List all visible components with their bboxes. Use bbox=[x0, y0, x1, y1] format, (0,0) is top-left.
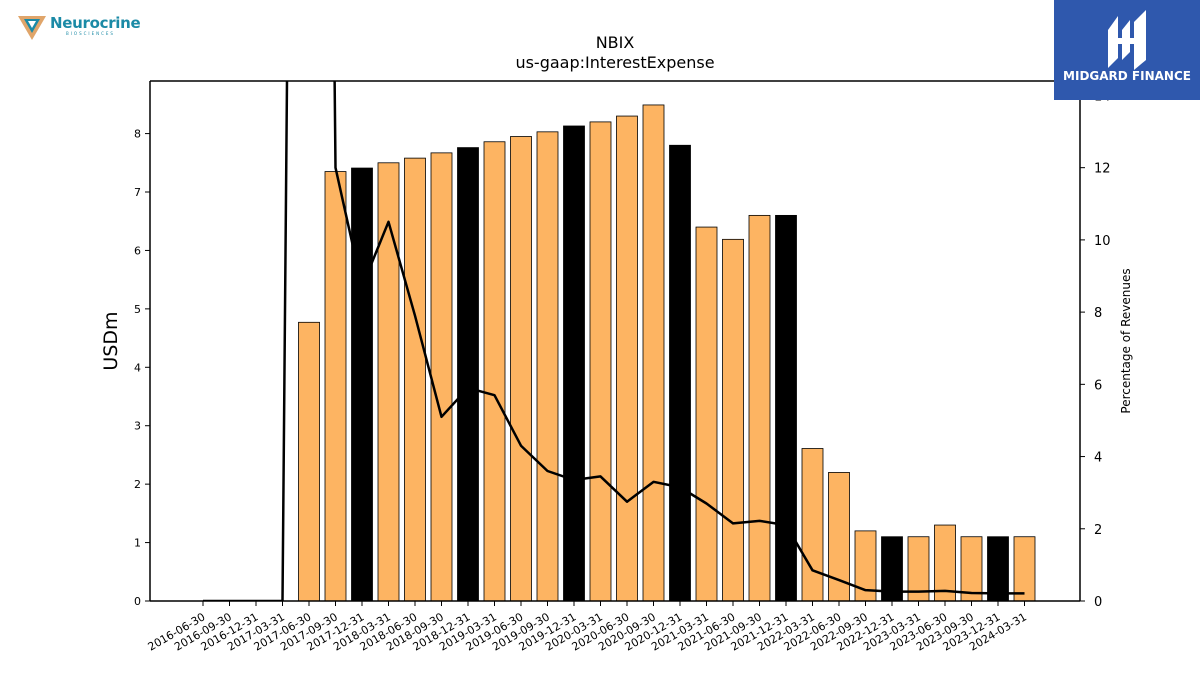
bar-2017-12-31 bbox=[351, 167, 373, 602]
brand-name: MIDGARD FINANCE bbox=[1063, 69, 1191, 83]
y-tick-label-5: 5 bbox=[134, 303, 141, 316]
chart-title: NBIX bbox=[596, 33, 635, 52]
midgard-finance-badge: MIDGARD FINANCE bbox=[1054, 0, 1200, 100]
bar-2018-03-31 bbox=[377, 162, 400, 602]
logo-text: Neurocrine bbox=[50, 14, 141, 32]
bar-2023-12-31 bbox=[987, 536, 1009, 602]
bar-2023-06-30 bbox=[934, 524, 956, 602]
bar-2024-03-31 bbox=[1013, 536, 1036, 602]
bar-2019-12-31 bbox=[563, 125, 585, 602]
bar-2020-12-31 bbox=[669, 144, 691, 602]
bar-2022-03-31 bbox=[801, 448, 824, 602]
y-axis-label: USDm bbox=[100, 311, 122, 370]
y-tick-label-3: 3 bbox=[134, 420, 141, 433]
y2-axis-label: Percentage of Revenues bbox=[1119, 268, 1133, 413]
plot-area: 012345678024681012142016-06-302016-09-30… bbox=[134, 80, 1111, 654]
y2-tick-label-0: 0 bbox=[1094, 595, 1102, 610]
y-tick-label-0: 0 bbox=[134, 595, 141, 608]
chart-subtitle: us-gaap:InterestExpense bbox=[515, 53, 714, 72]
neurocrine-logo: Neurocrine BIOSCIENCES bbox=[16, 12, 146, 44]
y2-tick-label-10: 10 bbox=[1094, 234, 1111, 249]
y-tick-label-4: 4 bbox=[134, 361, 141, 374]
bar-2020-03-31 bbox=[589, 121, 612, 602]
y2-tick-label-12: 12 bbox=[1094, 162, 1111, 177]
midgard-logo-icon bbox=[1108, 10, 1146, 70]
bar-2019-09-30 bbox=[536, 131, 559, 602]
y-tick-label-1: 1 bbox=[134, 537, 141, 550]
y-tick-label-6: 6 bbox=[134, 244, 141, 257]
bar-2021-03-31 bbox=[695, 226, 718, 602]
y-tick-label-8: 8 bbox=[134, 128, 141, 141]
y2-tick-label-6: 6 bbox=[1094, 378, 1102, 393]
y2-tick-label-2: 2 bbox=[1094, 523, 1102, 538]
bar-2019-03-31 bbox=[483, 141, 506, 602]
bar-2018-09-30 bbox=[430, 152, 453, 602]
y2-tick-label-8: 8 bbox=[1094, 306, 1102, 321]
bar-2017-09-30 bbox=[324, 171, 347, 602]
y2-tick-label-4: 4 bbox=[1094, 451, 1102, 466]
bar-2017-06-30 bbox=[298, 321, 320, 602]
logo-mark-icon bbox=[18, 16, 46, 40]
bar-2021-09-30 bbox=[748, 214, 771, 602]
bar-2021-06-30 bbox=[722, 238, 744, 602]
bar-2020-06-30 bbox=[616, 115, 638, 602]
bar-2021-12-31 bbox=[775, 214, 797, 602]
y-tick-label-2: 2 bbox=[134, 478, 141, 491]
bar-2020-09-30 bbox=[642, 104, 665, 602]
bar-2018-12-31 bbox=[457, 147, 479, 602]
y-tick-label-7: 7 bbox=[134, 186, 141, 199]
bar-2018-06-30 bbox=[404, 157, 426, 602]
logo-subtext: BIOSCIENCES bbox=[66, 31, 115, 36]
revenue-pct-line bbox=[203, 81, 1025, 601]
bar-2019-06-30 bbox=[510, 136, 532, 602]
